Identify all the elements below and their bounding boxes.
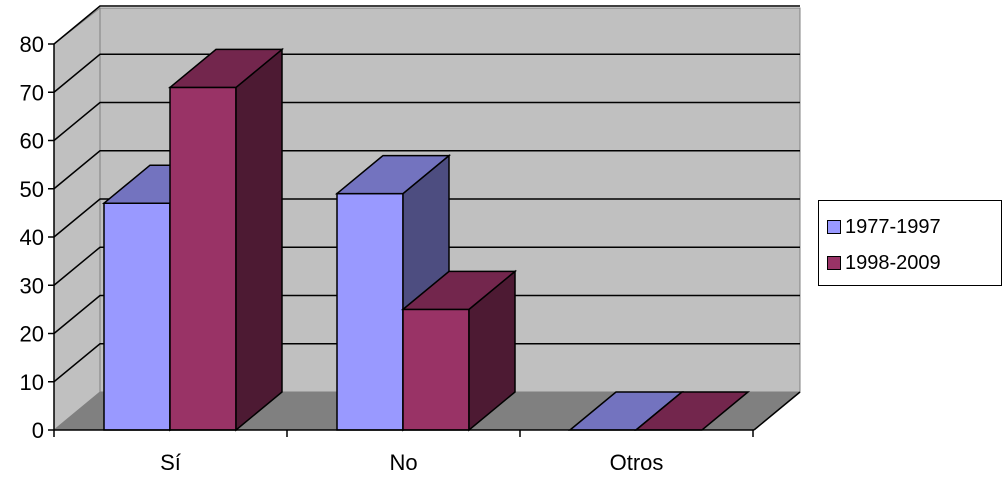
y-tick-label: 50	[20, 177, 44, 202]
x-tick-label: Otros	[610, 450, 664, 475]
gridline	[53, 5, 800, 45]
x-tick-label: No	[389, 450, 417, 475]
x-tick-label: Sí	[160, 450, 181, 475]
floor-edge	[753, 391, 801, 431]
legend: 1977-1997 1998-2009	[818, 200, 1002, 286]
gridlines	[53, 5, 800, 383]
bar-front	[103, 202, 171, 431]
legend-label-series-0: 1977-1997	[845, 215, 941, 238]
bar-front	[402, 308, 470, 431]
y-tick-label: 60	[20, 129, 44, 154]
legend-label-series-1: 1998-2009	[845, 251, 941, 274]
y-tick-label: 10	[20, 370, 44, 395]
gridline	[53, 246, 800, 286]
gridline	[53, 294, 800, 335]
gridline	[53, 343, 800, 383]
chart-side-wall	[53, 6, 101, 432]
bar-front	[169, 86, 237, 431]
y-tick-label: 0	[32, 418, 44, 443]
bar-top	[334, 154, 452, 195]
gridline	[53, 101, 800, 142]
y-axis: 0 10 20 30 40 50 60 70 80	[20, 32, 55, 443]
bar-top	[167, 48, 285, 89]
gridline	[53, 150, 800, 190]
y-tick-label: 80	[20, 32, 44, 57]
y-tick-label: 40	[20, 225, 44, 250]
bars	[101, 47, 751, 432]
y-tick-label: 30	[20, 273, 44, 298]
bar-top	[400, 270, 518, 311]
x-axis: Sí No Otros	[53, 391, 801, 475]
gridline	[53, 53, 800, 93]
bar-side	[235, 47, 283, 432]
y-tick-label: 70	[20, 80, 44, 105]
legend-swatch-series-1	[827, 256, 841, 270]
legend-item-series-0: 1977-1997	[827, 215, 941, 239]
y-tick-label: 20	[20, 322, 44, 347]
legend-item-series-1: 1998-2009	[827, 251, 941, 275]
legend-swatch-series-0	[827, 220, 841, 234]
gridline	[53, 198, 800, 238]
bar-front	[336, 192, 404, 431]
